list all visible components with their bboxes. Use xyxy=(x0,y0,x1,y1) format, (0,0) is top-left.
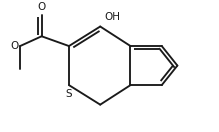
Text: O: O xyxy=(37,2,46,12)
Text: S: S xyxy=(66,89,72,99)
Text: O: O xyxy=(10,41,18,51)
Text: OH: OH xyxy=(104,12,120,22)
